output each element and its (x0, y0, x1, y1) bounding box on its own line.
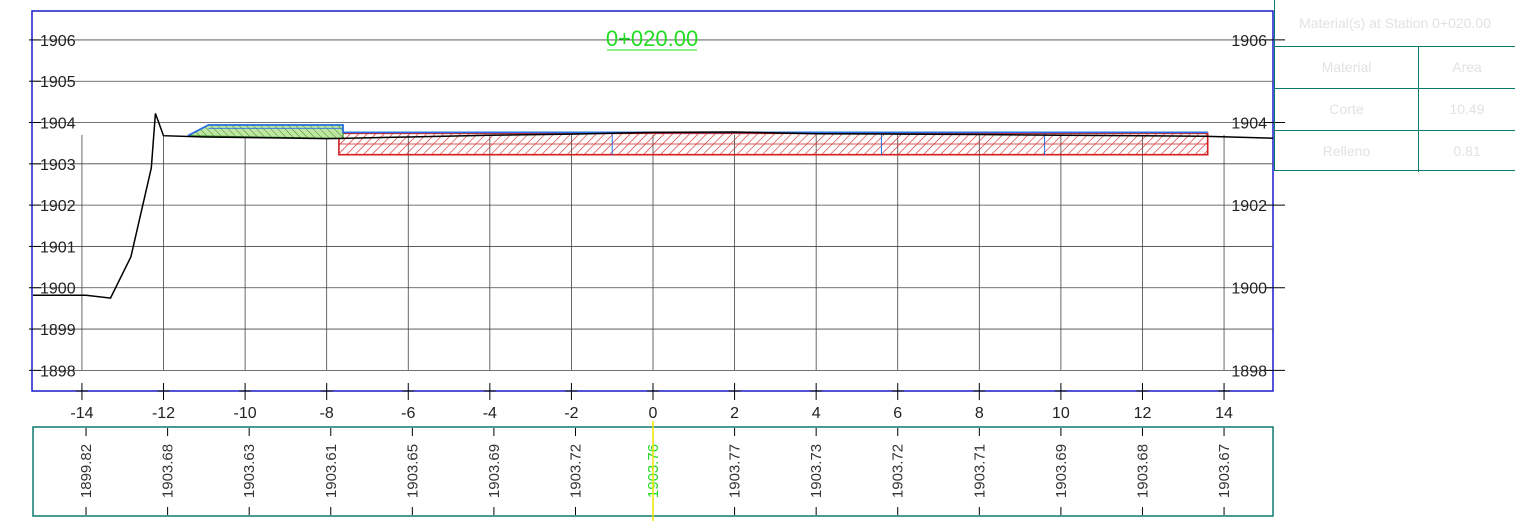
band-elevation-label: 1903.69 (1053, 444, 1070, 498)
band-elevation-label: 1903.72 (568, 444, 585, 498)
materials-panel-title: Material(s) at Station 0+020.00 (1275, 0, 1515, 47)
band-elevation-label: 1903.73 (808, 444, 825, 498)
area-column-header: Area (1452, 59, 1482, 75)
ground-line (33, 113, 1274, 299)
material-name: Corte (1275, 89, 1419, 130)
x-tick-label: 2 (730, 405, 739, 422)
y-tick-label: 1903 (40, 157, 76, 174)
y-tick-label: 1906 (1231, 33, 1267, 50)
y-tick-label: 1902 (1231, 198, 1267, 215)
x-tick-label: -8 (320, 405, 334, 422)
x-tick-label: 8 (975, 405, 984, 422)
x-tick-label: 12 (1134, 405, 1152, 422)
material-column-header: Material (1275, 47, 1419, 88)
x-tick-label: -2 (564, 405, 578, 422)
material-row: Corte 10.49 (1275, 89, 1515, 131)
y-tick-label: 1899 (40, 322, 76, 339)
existing-ground-line (33, 113, 1274, 299)
y-tick-label: 1904 (1231, 116, 1267, 133)
x-tick-label: 0 (649, 405, 658, 422)
y-axis-left: 1906 1905 1904 1903 1902 1901 1900 1899 1898 (29, 33, 76, 380)
station-title: 0+020.00 (606, 26, 698, 51)
y-tick-label: 1904 (40, 116, 76, 133)
y-tick-label: 1898 (1231, 363, 1267, 380)
y-tick-label: 1906 (40, 33, 76, 50)
materials-panel: Material(s) at Station 0+020.00 Material… (1274, 0, 1515, 172)
material-name: Relleno (1275, 131, 1419, 172)
materials-header-row: Material Area (1275, 47, 1515, 89)
x-tick-label: -10 (234, 405, 257, 422)
x-tick-label: 6 (893, 405, 902, 422)
cut-area (338, 132, 1209, 156)
band-elevation-label: 1903.61 (323, 444, 340, 498)
x-tick-label: -4 (483, 405, 497, 422)
y-tick-label: 1898 (40, 363, 76, 380)
x-tick-label: 14 (1215, 405, 1233, 422)
band-elevation-label: 1903.71 (971, 444, 988, 498)
material-area: 0.81 (1453, 143, 1481, 159)
x-axis: -14 -12 -10 -8 -6 -4 -2 0 2 4 6 8 10 12 14 (70, 383, 1233, 422)
elevation-band: 1899.82 1903.68 1903.63 1903.61 1903.65 1903.… (78, 421, 1233, 521)
material-area: 10.49 (1449, 101, 1485, 117)
y-tick-label: 1905 (40, 74, 76, 91)
x-tick-label: -12 (152, 405, 175, 422)
y-tick-label: 1900 (40, 281, 76, 298)
band-elevation-label: 1903.63 (241, 444, 258, 498)
x-tick-label: -6 (401, 405, 415, 422)
band-elevation-label: 1903.68 (160, 444, 177, 498)
band-elevation-label: 1903.77 (727, 444, 744, 498)
x-tick-label: -14 (70, 405, 93, 422)
x-tick-label: 10 (1052, 405, 1070, 422)
y-tick-label: 1902 (40, 198, 76, 215)
band-elevation-label: 1903.67 (1216, 444, 1233, 498)
material-row: Relleno 0.81 (1275, 131, 1515, 172)
band-elevation-label: 1899.82 (78, 444, 95, 498)
y-tick-label: 1901 (40, 239, 76, 256)
y-tick-label: 1900 (1231, 281, 1267, 298)
x-tick-label: 4 (812, 405, 821, 422)
band-elevation-label: 1903.65 (404, 444, 421, 498)
grid (33, 39, 1273, 371)
y-axis-right: 1906 1904 1902 1900 1898 (1231, 33, 1285, 380)
band-elevation-label: 1903.68 (1135, 444, 1152, 498)
band-elevation-label: 1903.72 (890, 444, 907, 498)
plot-frame (31, 10, 1274, 392)
band-elevation-label: 1903.69 (486, 444, 503, 498)
